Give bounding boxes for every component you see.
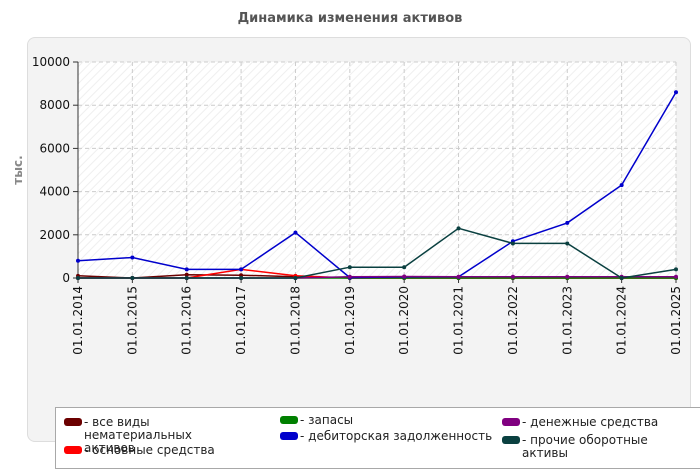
data-point [565,274,570,279]
legend-item: - денежные средства [502,416,697,429]
data-point [619,276,624,280]
data-point [239,276,244,280]
y-tick-label: 0 [62,271,70,285]
x-tick-label: 01.01.2017 [234,286,248,355]
data-point [347,274,352,279]
legend-swatch [64,418,82,426]
data-point [76,276,80,280]
data-point [674,267,678,272]
legend-label: - дебиторская задолженность [300,429,493,443]
y-tick-label: 6000 [39,141,70,155]
data-point [293,276,298,280]
chart-title: Динамика изменения активов [237,11,463,26]
data-point [130,276,135,280]
data-point [402,274,407,279]
y-tick-label: 2000 [39,228,70,242]
data-point [510,274,515,279]
data-point [510,241,515,246]
y-axis-label: тыс. [11,155,25,184]
legend-swatch [280,416,298,424]
legend-swatch [280,432,298,440]
data-point [456,226,461,231]
data-point [130,255,135,260]
x-tick-label: 01.01.2015 [125,286,139,355]
legend-item: - дебиторская задолженность [280,430,500,443]
data-point [239,267,244,272]
x-tick-label: 01.01.2016 [180,286,194,355]
data-point [565,241,570,246]
legend-item: - запасы [280,414,480,427]
y-tick-label: 8000 [39,98,70,112]
legend-swatch [502,418,520,426]
legend-swatch [502,436,520,444]
data-point [184,267,189,272]
x-tick-label: 01.01.2021 [452,286,466,355]
data-point [184,276,189,280]
x-tick-label: 01.01.2024 [615,286,629,355]
x-tick-label: 01.01.2023 [560,286,574,355]
x-tick-label: 01.01.2014 [71,286,85,355]
legend-label: - денежные средства [522,415,659,429]
x-tick-label: 01.01.2020 [397,286,411,355]
x-tick-label: 01.01.2018 [288,286,302,355]
chart-canvas: 0 2000 4000 6000 8000 10000 01.01.2014 01.01.20… [11,55,683,355]
y-tick-label: 10000 [32,55,70,69]
data-point [456,274,461,279]
data-point [293,230,298,235]
legend-label: - запасы [300,413,354,427]
data-point [402,265,407,270]
data-point [565,220,570,225]
data-point [184,272,189,277]
data-point [619,183,624,188]
data-point [239,273,244,278]
y-tick-label: 4000 [39,185,70,199]
series-line-5 [78,227,677,279]
data-point [76,258,80,263]
x-tick-label: 01.01.2025 [669,286,683,355]
data-point [347,265,352,270]
x-tick-label: 01.01.2019 [343,286,357,355]
data-point [674,274,678,279]
x-tick-label: 01.01.2022 [506,286,520,355]
data-point [674,90,678,95]
plot-area [78,62,676,278]
